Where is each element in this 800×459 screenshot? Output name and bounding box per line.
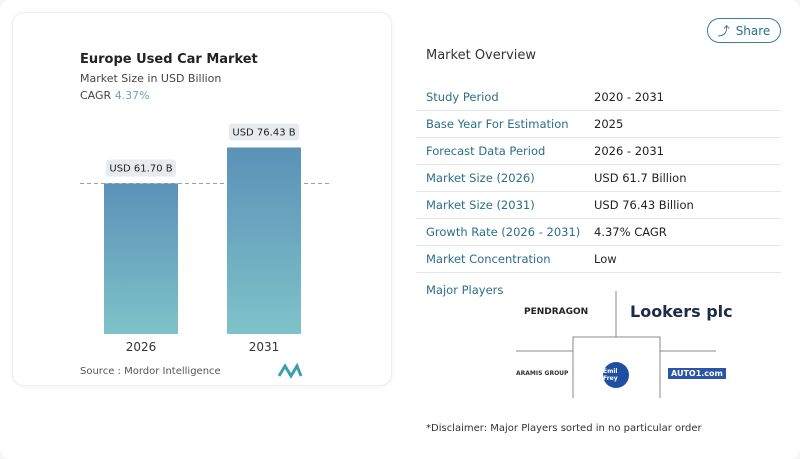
overview-row: Forecast Data Period 2026 - 2031 — [416, 138, 781, 165]
row-value: 2026 - 2031 — [594, 144, 664, 158]
bar-2026 — [104, 183, 178, 334]
overview-title: Market Overview — [426, 48, 537, 63]
data-label-bg — [229, 123, 299, 141]
row-label: Market Size (2031) — [426, 198, 535, 212]
overview-row: Growth Rate (2026 - 2031) 4.37% CAGR — [416, 219, 781, 246]
overview-row: Market Size (2031) USD 76.43 Billion — [416, 192, 781, 219]
row-value: 4.37% CAGR — [594, 225, 667, 239]
disclaimer: *Disclaimer: Major Players sorted in no … — [426, 423, 702, 434]
row-value: USD 76.43 Billion — [594, 198, 694, 212]
row-value: 2020 - 2031 — [594, 90, 664, 104]
logo-pendragon: PENDRAGON — [524, 307, 589, 317]
cagr-label: CAGR — [80, 89, 112, 102]
share-button[interactable]: ⤴ Share — [707, 18, 781, 43]
overview-row: Study Period 2020 - 2031 — [416, 84, 781, 111]
chart-title: Europe Used Car Market — [80, 52, 258, 67]
bar-chart: USD 61.70 B 2026 USD 76.43 B 2031 — [80, 123, 330, 354]
logo-aramis: ARAMIS GROUP — [516, 370, 569, 377]
major-players-title: Major Players — [426, 283, 504, 297]
logo-emil-frey: Emil Frey — [603, 362, 629, 388]
data-label: USD 76.43 B — [232, 128, 295, 139]
overview-row: Market Concentration Low — [416, 246, 781, 273]
cagr-value: 4.37% — [114, 89, 150, 102]
row-label: Study Period — [426, 90, 499, 104]
data-label: USD 61.70 B — [109, 163, 172, 174]
row-value: 2025 — [594, 117, 624, 131]
data-label-bg — [106, 159, 176, 177]
row-label: Forecast Data Period — [426, 144, 546, 158]
row-value: Low — [594, 252, 617, 266]
chart-card — [12, 12, 392, 386]
row-label: Growth Rate (2026 - 2031) — [426, 225, 581, 239]
share-icon: ⤴ — [717, 24, 730, 38]
overview-row: Market Size (2026) USD 61.7 Billion — [416, 165, 781, 192]
share-label: Share — [735, 23, 771, 38]
row-value: USD 61.7 Billion — [594, 171, 687, 185]
logo-lookers: Lookers plc — [630, 302, 733, 321]
bar-2031 — [227, 147, 301, 334]
row-label: Market Size (2026) — [426, 171, 535, 185]
overview-row: Base Year For Estimation 2025 — [416, 111, 781, 138]
chart-subtitle: Market Size in USD Billion — [80, 72, 222, 85]
x-tick-label: 2031 — [249, 340, 280, 354]
x-tick-label: 2026 — [126, 340, 157, 354]
cagr: CAGR 4.37% — [80, 89, 150, 102]
row-label: Base Year For Estimation — [426, 117, 569, 131]
logo-auto1: AUTO1.com — [668, 368, 726, 379]
row-label: Market Concentration — [426, 252, 551, 266]
source: Source : Mordor Intelligence — [80, 366, 221, 377]
